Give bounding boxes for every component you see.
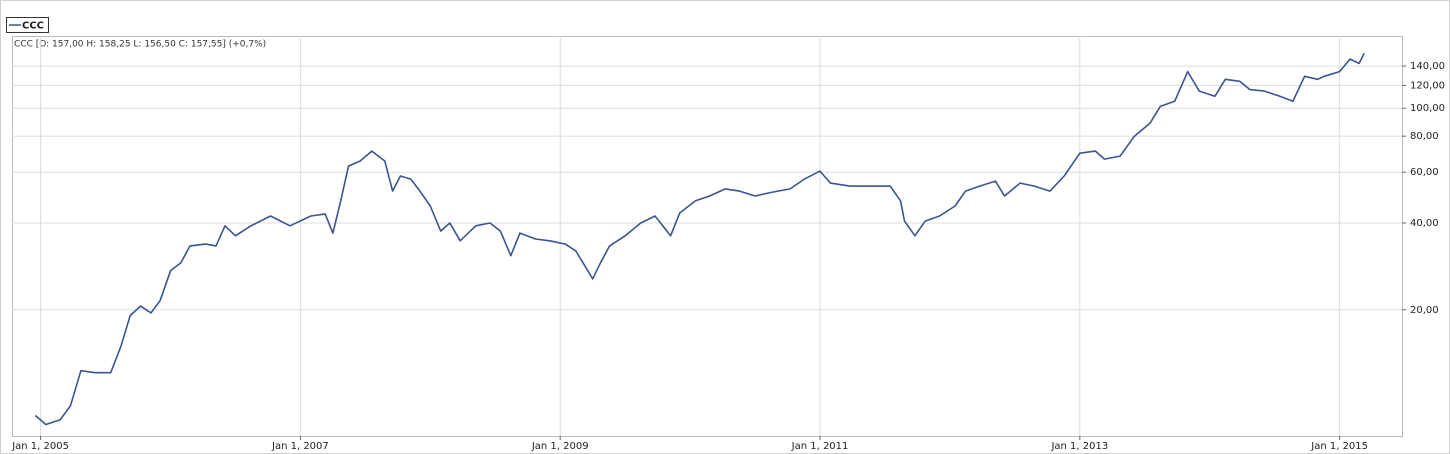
- legend: CCC: [6, 17, 49, 33]
- legend-box: [6, 17, 49, 33]
- y-tick-label: 140,00: [1410, 61, 1445, 72]
- quote-info: CCC [O: 157,00 H: 158,25 L: 156,50 C: 15…: [14, 40, 266, 50]
- x-tick-label: Jan 1, 2009: [531, 441, 589, 452]
- y-tick-label: 60,00: [1410, 167, 1439, 178]
- legend-label: CCC: [22, 21, 44, 32]
- y-tick-label: 100,00: [1410, 103, 1445, 114]
- price-line: [34, 52, 1366, 426]
- y-tick-label: 40,00: [1410, 218, 1439, 229]
- x-tick-label: Jan 1, 2007: [271, 441, 329, 452]
- y-tick-label: 120,00: [1410, 80, 1445, 91]
- y-tick-label: 20,00: [1410, 305, 1439, 316]
- x-tick-label: Jan 1, 2011: [791, 441, 849, 452]
- x-tick-label: Jan 1, 2005: [11, 441, 69, 452]
- x-tick-label: Jan 1, 2013: [1050, 441, 1108, 452]
- y-tick-label: 80,00: [1410, 131, 1439, 142]
- x-tick-label: Jan 1, 2015: [1310, 441, 1368, 452]
